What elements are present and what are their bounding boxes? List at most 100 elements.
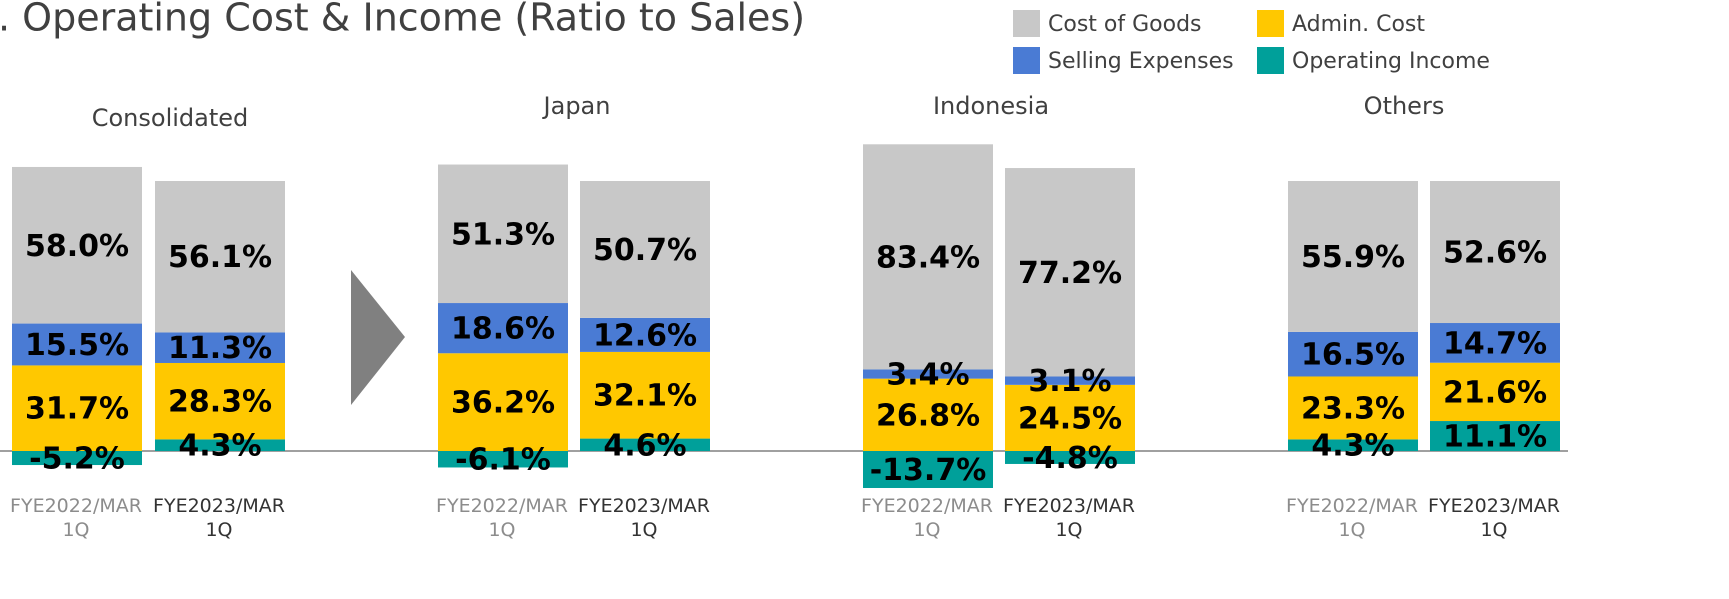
value-label: 24.5% [1018, 401, 1122, 436]
bar-segment [12, 451, 142, 466]
legend-label: Selling Expenses [1048, 49, 1234, 74]
x-tick-label-line: 1Q [1480, 519, 1507, 541]
bar-segment [863, 451, 993, 488]
legend-swatch [1013, 47, 1040, 74]
legend-swatch [1257, 10, 1284, 37]
value-label: 51.3% [451, 217, 555, 252]
x-tick-label: FYE2023/MAR 1Q [1003, 495, 1135, 541]
bar-segment [155, 439, 285, 451]
value-label: 55.9% [1301, 240, 1405, 275]
value-label: 31.7% [25, 392, 129, 427]
bar-segment [1005, 384, 1135, 451]
value-label: 16.5% [1301, 338, 1405, 373]
bar-segment [155, 362, 285, 440]
x-tick-label-line: FYE2023/MAR [1428, 495, 1560, 517]
bar-segment [863, 378, 993, 451]
legend-label: Admin. Cost [1292, 12, 1425, 37]
x-tick-label-line: FYE2022/MAR [436, 495, 568, 517]
bar-segment [863, 369, 993, 379]
x-tick-label-line: 1Q [913, 519, 940, 541]
bar-segment [438, 303, 568, 354]
x-tick-label: FYE2022/MAR 1Q [10, 495, 142, 541]
x-tick-label-line: 1Q [488, 519, 515, 541]
x-tick-label: FYE2023/MAR 1Q [153, 495, 285, 541]
value-label: 36.2% [451, 386, 555, 421]
legend-swatch [1013, 10, 1040, 37]
bar-segment [1005, 376, 1135, 385]
panel-title: Consolidated [92, 104, 249, 132]
legend-swatch [1257, 47, 1284, 74]
value-label: 21.6% [1443, 375, 1547, 410]
x-tick-label-line: 1Q [630, 519, 657, 541]
value-label: 4.6% [603, 428, 686, 463]
value-label: 14.7% [1443, 326, 1547, 361]
x-tick-label-line: 1Q [205, 519, 232, 541]
value-label: 52.6% [1443, 236, 1547, 271]
bar-segment [1288, 439, 1418, 451]
value-label: 4.3% [178, 429, 261, 464]
value-label: 3.1% [1028, 364, 1111, 399]
panel-title: Japan [542, 92, 611, 120]
value-label: 56.1% [168, 240, 272, 275]
bar-segment [1430, 362, 1560, 422]
value-label: -13.7% [870, 453, 987, 488]
bar-segment [1430, 323, 1560, 363]
bar-segment [580, 317, 710, 352]
legend-label: Operating Income [1292, 49, 1490, 74]
x-tick-label-line: FYE2022/MAR [1286, 495, 1418, 517]
bar-segment [1430, 181, 1560, 324]
bar-segment [12, 166, 142, 324]
bar-segment [438, 451, 568, 468]
value-label: 18.6% [451, 312, 555, 347]
bar-segment [1005, 168, 1135, 377]
value-label: -4.8% [1022, 441, 1118, 476]
value-label: 77.2% [1018, 256, 1122, 291]
value-label: 12.6% [593, 318, 697, 353]
x-tick-label-line: FYE2023/MAR [578, 495, 710, 517]
x-tick-label-line: 1Q [1338, 519, 1365, 541]
bar-segment [438, 164, 568, 304]
x-tick-label-line: FYE2022/MAR [861, 495, 993, 517]
value-label: 15.5% [25, 328, 129, 363]
bar-segment [863, 144, 993, 370]
bar-segment [438, 353, 568, 451]
value-label: -5.2% [29, 442, 125, 477]
value-label: 3.4% [886, 358, 969, 393]
x-tick-label: FYE2022/MAR 1Q [436, 495, 568, 541]
value-label: 28.3% [168, 385, 272, 420]
bar-segment [1288, 181, 1418, 332]
bar-segment [155, 181, 285, 333]
bar-segment [1288, 376, 1418, 440]
value-label: 50.7% [593, 233, 697, 268]
bar-segment [155, 332, 285, 363]
panel-title: Indonesia [933, 92, 1049, 120]
x-tick-label-line: FYE2023/MAR [1003, 495, 1135, 517]
x-tick-label-line: FYE2023/MAR [153, 495, 285, 517]
value-label: 11.1% [1443, 420, 1547, 455]
x-tick-label: FYE2022/MAR 1Q [861, 495, 993, 541]
page-title: . Operating Cost & Income (Ratio to Sale… [0, 0, 805, 40]
x-tick-label-line: 1Q [62, 519, 89, 541]
value-label: -6.1% [455, 443, 551, 478]
x-tick-label: FYE2023/MAR 1Q [578, 495, 710, 541]
x-tick-label: FYE2022/MAR 1Q [1286, 495, 1418, 541]
legend-label: Cost of Goods [1048, 12, 1202, 37]
bar-segment [1430, 421, 1560, 451]
bar-segment [1005, 451, 1135, 464]
value-label: 4.3% [1311, 429, 1394, 464]
x-tick-label-line: 1Q [1055, 519, 1082, 541]
value-label: 26.8% [876, 398, 980, 433]
panel-title: Others [1364, 92, 1445, 120]
x-tick-label-line: FYE2022/MAR [10, 495, 142, 517]
value-label: 83.4% [876, 240, 980, 275]
bar-segment [580, 351, 710, 439]
bar-segment [12, 365, 142, 451]
bar-segment [580, 438, 710, 451]
x-tick-label: FYE2023/MAR 1Q [1428, 495, 1560, 541]
bar-segment [580, 181, 710, 318]
arrow [351, 270, 405, 405]
bar-segment [12, 323, 142, 366]
value-label: 32.1% [593, 379, 697, 414]
value-label: 11.3% [168, 331, 272, 366]
